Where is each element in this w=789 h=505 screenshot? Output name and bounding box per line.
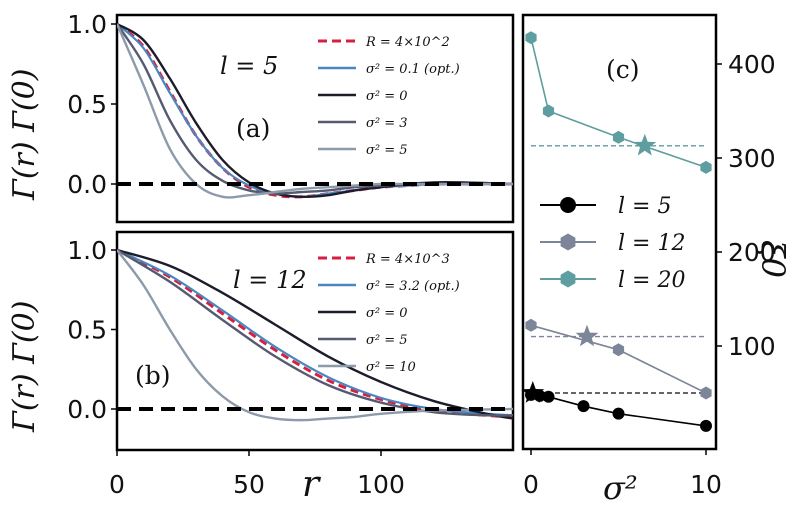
panel-a-frame (115, 13, 515, 224)
legend-label: σ² = 0 (366, 89, 408, 104)
series-line-b-0 (117, 248, 513, 419)
optimum-star (575, 324, 599, 347)
data-point (525, 318, 537, 332)
y-tick-label: 0.0 (67, 170, 107, 199)
y-axis-label-b: Γ(r) Γ(0) (7, 301, 42, 433)
data-point (612, 130, 625, 144)
legend-label: σ² = 0 (366, 306, 408, 321)
data-point (542, 390, 555, 403)
legend-label: σ² = 10 (366, 360, 416, 375)
series-line-b-3 (117, 248, 513, 417)
legend-label: σ² = 3.2 (opt.) (366, 279, 460, 294)
x-tick-label: 50 (233, 470, 265, 499)
series-group (117, 248, 513, 422)
optimum-star (521, 381, 545, 403)
panel-c-plot (521, 31, 712, 432)
data-point (700, 160, 712, 174)
y-tick-label: 0.0 (67, 395, 107, 424)
data-point (525, 31, 537, 45)
series-line-a-0 (117, 22, 513, 199)
series-line-a-3 (117, 23, 513, 195)
y-tick-label-right: 100 (728, 332, 776, 361)
series-line-a-4 (117, 23, 513, 199)
optimum-star (633, 133, 657, 156)
legend-label-c: l = 20 (618, 268, 685, 293)
y-tick-label-right: 300 (728, 144, 776, 173)
y-tick-label: 1.0 (67, 10, 107, 39)
legend-label: R = 4×10^2 (365, 35, 450, 50)
legend-label: R = 4×10^3 (365, 252, 450, 267)
x-tick-label-right: 0 (523, 470, 539, 499)
panel-a-plot (117, 22, 513, 199)
x-tick-label: 0 (109, 470, 125, 499)
panel-c-label: (c) (606, 55, 640, 84)
y-tick-label: 0.5 (67, 90, 107, 119)
y-axis-label-a: Γ(r) Γ(0) (7, 69, 42, 201)
panel-b-l-annotation: l = 12 (233, 266, 307, 294)
data-point (577, 400, 590, 413)
y-tick-label-right: 200 (728, 238, 776, 267)
series-group (117, 22, 513, 199)
y-axis-label-c: ξ0 (754, 240, 789, 278)
series-line-a-2 (117, 22, 513, 199)
y-tick-label: 1.0 (67, 236, 107, 265)
legend-marker-c (560, 233, 576, 251)
x-axis-label-c: σ² (603, 469, 638, 505)
panel-c-frame (521, 13, 718, 451)
series-line-c-2 (530, 37, 707, 169)
series-line-b-1 (117, 249, 513, 417)
x-axis-label-b: r (302, 464, 321, 505)
y-tick-label-right: 400 (728, 50, 776, 79)
legend-layer: R = 4×10^2 σ² = 0.1 (opt.) σ² = 0 σ² = 3 σ² … (318, 35, 685, 375)
x-tick-label-right: 10 (690, 470, 722, 499)
data-point (700, 386, 712, 400)
legend-marker-c (560, 270, 576, 288)
tick-layer: 1.0 0.5 0.0 1.0 0.5 0.0 0 50 100 100 200 300 400 0 10 (67, 10, 775, 499)
panel-a-label: (a) (236, 114, 270, 143)
series-line-b-4 (117, 249, 513, 422)
panel-b-label: (b) (135, 361, 171, 390)
series-line-b-2 (117, 248, 513, 420)
panel-b-frame (115, 230, 515, 452)
legend-label: σ² = 5 (366, 143, 408, 158)
series-line-c-1 (530, 324, 707, 394)
data-point (700, 419, 712, 432)
panel-b-plot (117, 248, 513, 422)
series-line-a-1 (117, 23, 513, 198)
data-point (612, 343, 625, 357)
legend-label: σ² = 0.1 (opt.) (366, 62, 460, 77)
legend-label: σ² = 5 (366, 333, 408, 348)
legend-label: σ² = 3 (366, 116, 408, 131)
legend-label-c: l = 12 (618, 231, 685, 256)
y-tick-label: 0.5 (67, 316, 107, 345)
data-point (612, 407, 625, 420)
legend-marker-c (560, 197, 576, 213)
panel-a-l-annotation: l = 5 (220, 52, 278, 80)
legend-label-c: l = 5 (618, 194, 671, 219)
data-point (542, 104, 555, 118)
x-tick-label: 100 (357, 470, 405, 499)
